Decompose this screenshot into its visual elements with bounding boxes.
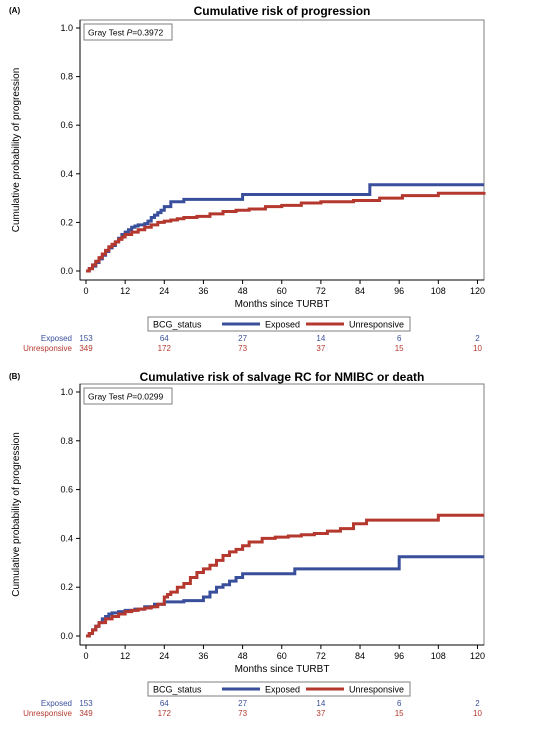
x-tick-label: 60 bbox=[277, 286, 287, 296]
chart-title: Cumulative risk of progression bbox=[194, 4, 371, 18]
x-tick-label: 72 bbox=[316, 286, 326, 296]
y-tick-label: 0.6 bbox=[60, 120, 73, 130]
risk-row-label-unresponsive: Unresponsive bbox=[23, 709, 72, 718]
y-tick-label: 0.8 bbox=[60, 72, 73, 82]
x-tick-label: 96 bbox=[394, 286, 404, 296]
stat-p: P bbox=[127, 392, 133, 402]
series-line-unresponsive bbox=[86, 191, 486, 273]
risk-row-label-exposed: Exposed bbox=[41, 699, 72, 708]
stat-prefix: Gray Test bbox=[88, 392, 127, 402]
risk-value: 14 bbox=[316, 334, 325, 343]
risk-value: 10 bbox=[473, 344, 482, 353]
risk-value: 153 bbox=[79, 699, 93, 708]
legend-box bbox=[147, 681, 411, 697]
stat-value: =0.3972 bbox=[132, 28, 163, 38]
legend-label-exposed: Exposed bbox=[265, 320, 300, 330]
risk-value: 15 bbox=[395, 344, 404, 353]
panel-label: (A) bbox=[9, 6, 20, 15]
y-axis-title: Cumulative probability of progression bbox=[11, 432, 22, 597]
risk-value: 64 bbox=[160, 334, 169, 343]
x-tick-label: 108 bbox=[431, 651, 446, 661]
y-tick-label: 0.2 bbox=[60, 217, 73, 227]
risk-value: 349 bbox=[79, 709, 93, 718]
x-tick-label: 60 bbox=[277, 651, 287, 661]
chart-panel-a: (A) Cumulative risk of progression 0.0 0.2 0… bbox=[9, 4, 486, 353]
risk-value: 64 bbox=[160, 699, 169, 708]
risk-value: 27 bbox=[238, 334, 247, 343]
risk-row-label-unresponsive: Unresponsive bbox=[23, 344, 72, 353]
x-tick-label: 108 bbox=[431, 286, 446, 296]
risk-value: 172 bbox=[158, 709, 172, 718]
series-line-unresponsive bbox=[86, 513, 484, 638]
x-tick-label: 0 bbox=[83, 286, 88, 296]
risk-value: 73 bbox=[238, 709, 247, 718]
risk-value: 37 bbox=[316, 344, 325, 353]
x-tick-label: 36 bbox=[198, 651, 208, 661]
x-tick-label: 84 bbox=[355, 651, 365, 661]
x-tick-label: 96 bbox=[394, 651, 404, 661]
legend-label-unresponsive: Unresponsive bbox=[349, 320, 404, 330]
risk-value: 172 bbox=[158, 344, 172, 353]
stat-prefix: Gray Test bbox=[88, 28, 127, 38]
risk-value: 6 bbox=[397, 334, 402, 343]
risk-value: 2 bbox=[475, 699, 480, 708]
risk-value: 15 bbox=[395, 709, 404, 718]
x-axis-title: Months since TURBT bbox=[235, 664, 330, 675]
risk-value: 349 bbox=[79, 344, 93, 353]
risk-row-label-exposed: Exposed bbox=[41, 334, 72, 343]
x-axis-title: Months since TURBT bbox=[235, 299, 330, 310]
stat-text: Gray Test P=0.0299 bbox=[88, 392, 163, 402]
legend-label-exposed: Exposed bbox=[265, 685, 300, 695]
x-tick-label: 24 bbox=[159, 286, 169, 296]
y-tick-label: 0.6 bbox=[60, 485, 73, 495]
y-tick-label: 1.0 bbox=[60, 23, 73, 33]
x-tick-label: 12 bbox=[120, 286, 130, 296]
y-tick-label: 0.0 bbox=[60, 266, 73, 276]
x-tick-label: 48 bbox=[238, 651, 248, 661]
stat-value: =0.0299 bbox=[132, 392, 163, 402]
legend-title: BCG_status bbox=[153, 685, 202, 695]
x-tick-label: 0 bbox=[83, 651, 88, 661]
plot-frame bbox=[79, 383, 485, 646]
y-axis-title: Cumulative probability of progression bbox=[11, 68, 22, 233]
stat-box bbox=[83, 23, 173, 41]
risk-value: 14 bbox=[316, 699, 325, 708]
y-tick-label: 0.2 bbox=[60, 582, 73, 592]
risk-value: 153 bbox=[79, 334, 93, 343]
x-tick-label: 24 bbox=[159, 651, 169, 661]
panel-label: (B) bbox=[9, 372, 20, 381]
risk-value: 73 bbox=[238, 344, 247, 353]
y-tick-label: 0.4 bbox=[60, 533, 73, 543]
risk-value: 27 bbox=[238, 699, 247, 708]
x-tick-label: 72 bbox=[316, 651, 326, 661]
y-tick-label: 0.4 bbox=[60, 169, 73, 179]
x-tick-label: 36 bbox=[198, 286, 208, 296]
legend-title: BCG_status bbox=[153, 320, 202, 330]
risk-value: 37 bbox=[316, 709, 325, 718]
stat-text: Gray Test P=0.3972 bbox=[88, 28, 163, 38]
y-tick-label: 0.8 bbox=[60, 436, 73, 446]
legend-box bbox=[147, 316, 411, 332]
y-tick-label: 1.0 bbox=[60, 387, 73, 397]
chart-panel-b: (B) Cumulative risk of salvage RC for NMI… bbox=[9, 370, 485, 718]
chart-title: Cumulative risk of salvage RC for NMIBC … bbox=[140, 370, 425, 384]
stat-box bbox=[83, 387, 173, 405]
legend-label-unresponsive: Unresponsive bbox=[349, 685, 404, 695]
x-tick-label: 120 bbox=[470, 651, 485, 661]
risk-value: 2 bbox=[475, 334, 480, 343]
x-tick-label: 120 bbox=[470, 286, 485, 296]
y-tick-label: 0.0 bbox=[60, 631, 73, 641]
series-line-exposed bbox=[86, 555, 484, 638]
risk-value: 10 bbox=[473, 709, 482, 718]
plot-frame bbox=[79, 19, 485, 281]
x-tick-label: 48 bbox=[238, 286, 248, 296]
risk-value: 6 bbox=[397, 699, 402, 708]
stat-p: P bbox=[127, 28, 133, 38]
x-tick-label: 12 bbox=[120, 651, 130, 661]
x-tick-label: 84 bbox=[355, 286, 365, 296]
